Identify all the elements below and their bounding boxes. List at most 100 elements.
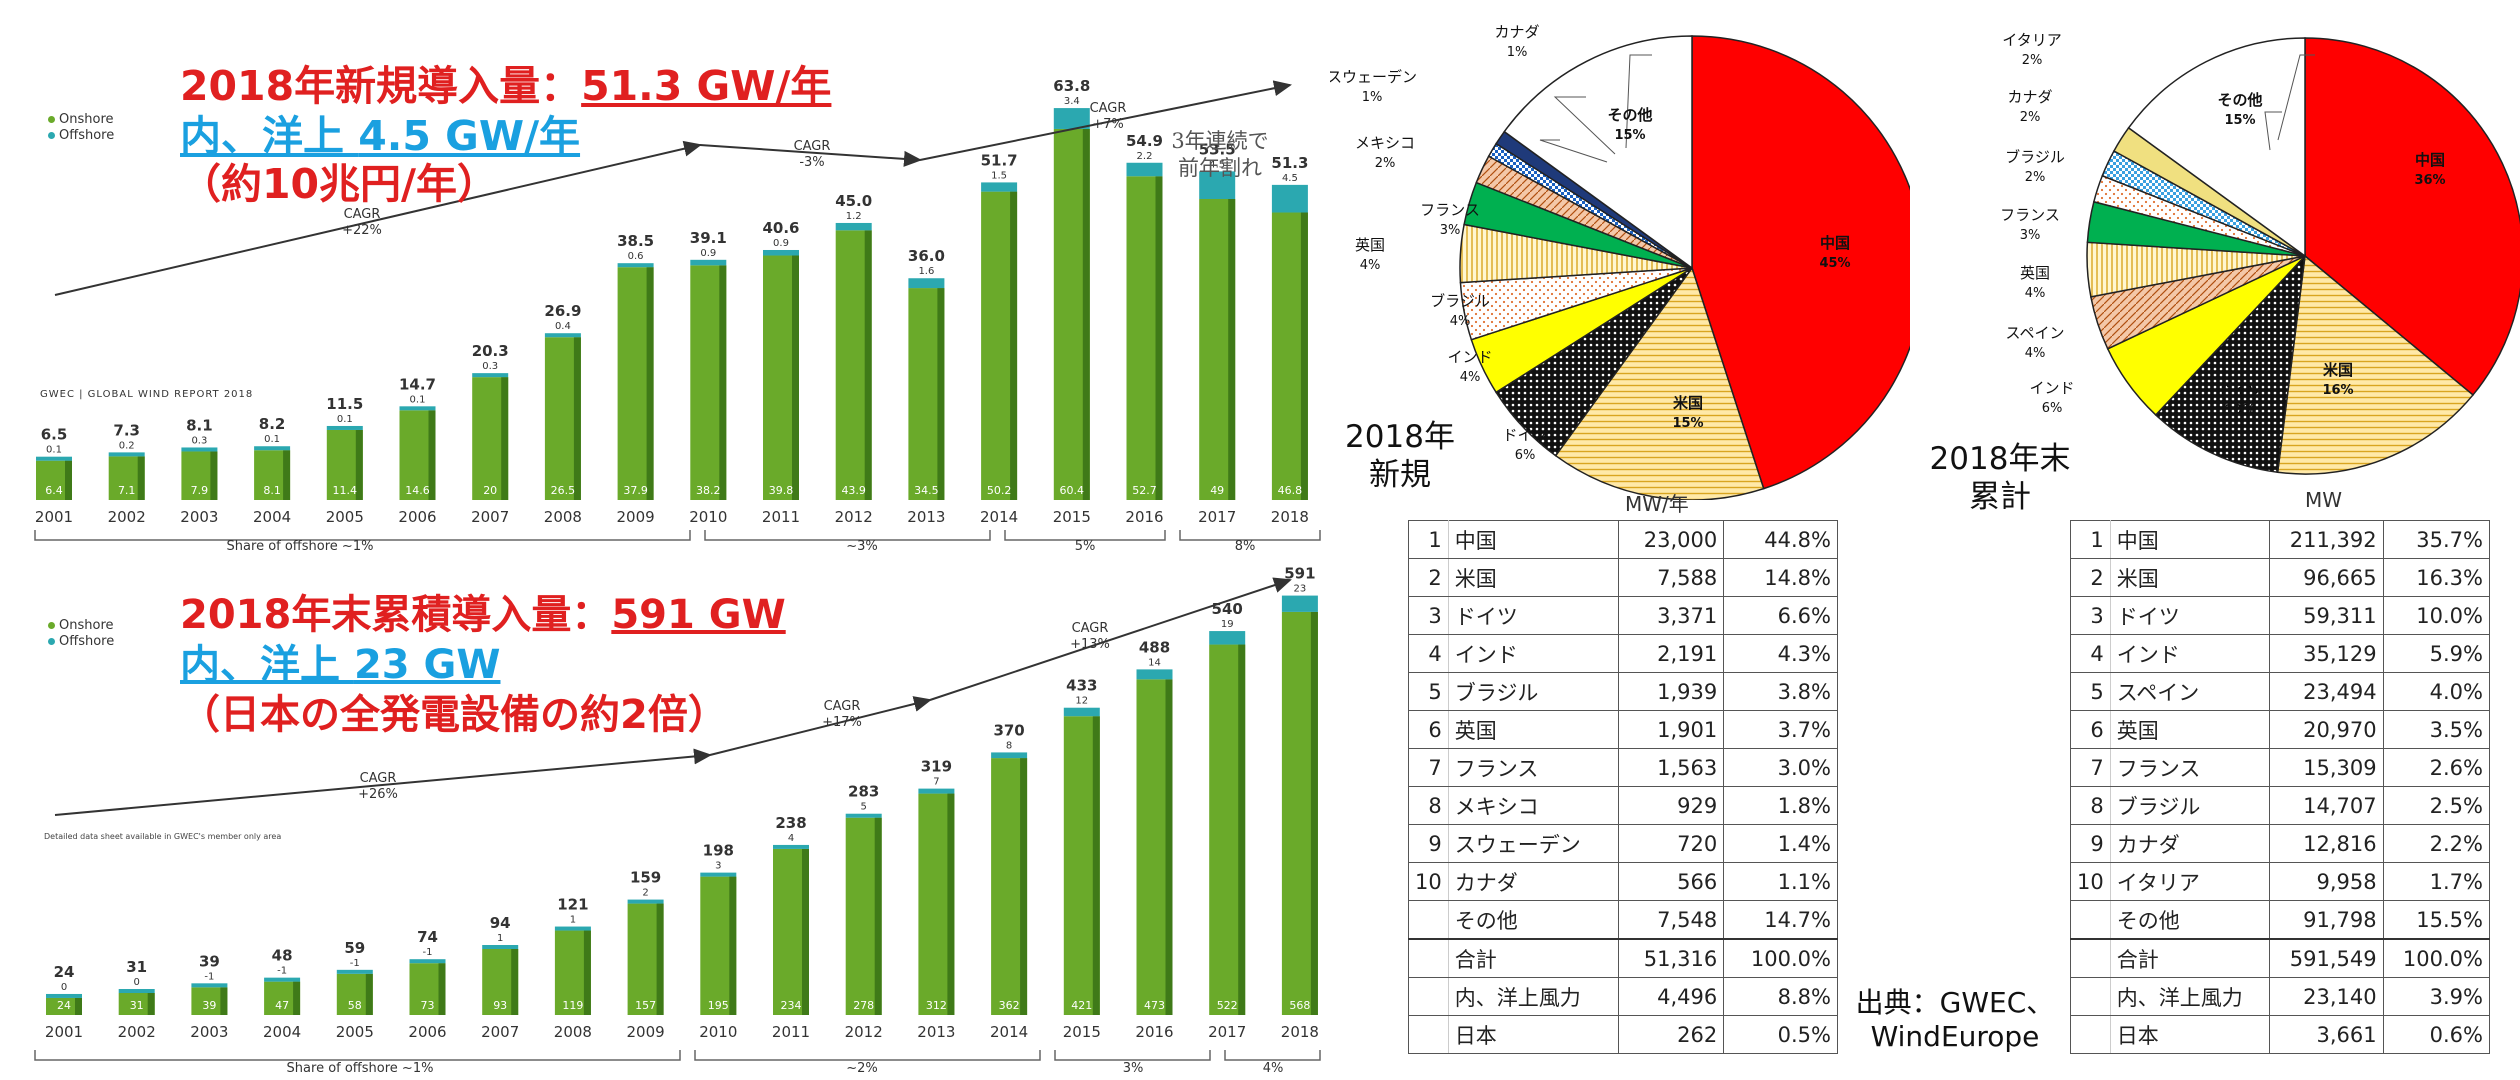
bar-side-shade xyxy=(365,973,373,1015)
cumulative-pie: 中国 36% 米国 16% ドイツ 10% インド 6% スペイン 4% 英国 4% フランス 3% ブラジ… xyxy=(2000,31,2520,475)
pie-slice xyxy=(2154,253,2307,474)
pie-slice-label: ドイツ xyxy=(1502,426,1547,444)
offshore-value-label: 0.3 xyxy=(482,361,498,372)
country-cell: カナダ xyxy=(2109,824,2270,863)
table-row: 内、洋上風力 4,496 8.8% xyxy=(1408,977,1838,1016)
country-cell: フランス xyxy=(1447,748,1619,787)
total-value-label: 11.5 xyxy=(326,395,363,413)
year-tick-label: 2002 xyxy=(118,1023,156,1041)
country-cell: 内、洋上風力 xyxy=(1447,977,1619,1016)
onshore-value-label: 46.8 xyxy=(1278,484,1303,497)
offshore-bar xyxy=(1271,184,1308,213)
rank-cell xyxy=(1408,900,1449,940)
cumulative-headline: 2018年末累積導入量：591 GW xyxy=(180,582,786,640)
country-cell: インド xyxy=(2109,634,2270,673)
cagr-label: CAGR xyxy=(1072,621,1109,636)
offshore-value-label: -1 xyxy=(350,958,360,969)
offshore-value-label: 1.6 xyxy=(918,266,934,277)
offshore-bar xyxy=(1063,707,1100,717)
pie-slice-label: イタリア xyxy=(2002,31,2061,49)
total-value-label: 31 xyxy=(126,958,147,976)
mw-cell: 96,665 xyxy=(2268,558,2384,597)
table-row: 3 ドイツ 59,311 10.0% xyxy=(2070,596,2491,635)
offshore-value-label: 0.9 xyxy=(773,238,789,249)
table-row: 7 フランス 1,563 3.0% xyxy=(1408,748,1838,787)
total-value-label: 26.9 xyxy=(544,302,581,320)
offshore-bar xyxy=(835,222,872,231)
offshore-value-label: 4.5 xyxy=(1282,173,1298,184)
offshore-value-label: 0.2 xyxy=(119,440,135,451)
pie-slice-value: 2% xyxy=(1375,156,1396,171)
onshore-bar xyxy=(46,997,82,1015)
bar-side-shade xyxy=(75,997,82,1015)
onshore-value-label: 234 xyxy=(781,999,802,1012)
onshore-value-label: 6.4 xyxy=(45,484,63,497)
rank-cell xyxy=(2070,977,2111,1016)
year-tick-label: 2008 xyxy=(554,1023,592,1041)
offshore-value-label: 7 xyxy=(933,777,939,788)
table-row: 10 カナダ 566 1.1% xyxy=(1408,862,1838,901)
year-tick-label: 2002 xyxy=(108,508,146,526)
offshore-value-label: 4 xyxy=(788,833,794,844)
pie-slice-value: 16% xyxy=(2322,383,2353,398)
rank-cell: 8 xyxy=(1408,786,1449,825)
cagr-trend-line xyxy=(919,80,1292,161)
offshore-value-label: 1.2 xyxy=(846,211,862,222)
pct-cell: 1.4% xyxy=(1723,824,1838,863)
year-tick-label: 2014 xyxy=(990,1023,1028,1041)
offshore-value-label: 0.9 xyxy=(700,248,716,259)
offshore-bar xyxy=(544,333,581,338)
mw-cell: 3,661 xyxy=(2268,1015,2384,1054)
bar-side-shade xyxy=(947,793,955,1015)
pie-slice-value: 45% xyxy=(1819,256,1850,271)
bar-side-shade xyxy=(355,429,363,500)
year-tick-label: 2018 xyxy=(1281,1023,1319,1041)
offshore-bar xyxy=(918,788,955,794)
offshore-bar xyxy=(108,452,145,457)
offshore-value-label: 0.1 xyxy=(410,394,426,405)
year-tick-label: 2001 xyxy=(45,1023,83,1041)
pct-cell: 6.6% xyxy=(1723,596,1838,635)
pie-slice-value: 4% xyxy=(1360,258,1381,273)
offshore-value-label: 0.1 xyxy=(46,445,62,456)
total-value-label: 39 xyxy=(199,952,220,970)
pie-slice-value: 3% xyxy=(1440,223,1461,238)
total-value-label: 48 xyxy=(272,947,293,965)
bar-side-shade xyxy=(874,817,882,1015)
onshore-value-label: 8.1 xyxy=(263,484,281,497)
pct-cell: 44.8% xyxy=(1723,520,1838,559)
table-row: 5 ブラジル 1,939 3.8% xyxy=(1408,672,1838,711)
offshore-bar xyxy=(627,899,664,904)
pie-slice-label: ブラジル xyxy=(2005,148,2065,166)
table-row: 7 フランス 15,309 2.6% xyxy=(2070,748,2491,787)
pct-cell: 4.0% xyxy=(2382,672,2491,711)
onshore-value-label: 278 xyxy=(853,999,874,1012)
mw-cell: 1,901 xyxy=(1617,710,1725,749)
pie-slice-value: 36% xyxy=(2414,173,2445,188)
onshore-value-label: 119 xyxy=(562,999,583,1012)
cagr-label: CAGR xyxy=(344,207,381,222)
total-value-label: 40.6 xyxy=(762,219,799,237)
new-ranking-table: 1 中国 23,000 44.8% 2 米国 7,588 14.8% 3 ドイツ 3,371 6.6%… xyxy=(1408,520,1838,1054)
year-tick-label: 2007 xyxy=(471,508,509,526)
year-tick-label: 2004 xyxy=(263,1023,301,1041)
cagr-label: CAGR xyxy=(360,771,397,786)
pie-slice xyxy=(1503,35,1693,270)
offshore-bar xyxy=(46,993,82,998)
offshore-value-label: 1.5 xyxy=(991,170,1007,181)
rank-cell: 10 xyxy=(1408,862,1449,901)
onshore-value-label: 11.4 xyxy=(333,484,358,497)
pct-cell: 8.8% xyxy=(1723,977,1838,1016)
bar-side-shade xyxy=(1010,191,1018,500)
pct-cell: 0.6% xyxy=(2382,1015,2491,1054)
pie-slice-label: 米国 xyxy=(2323,361,2353,379)
rank-cell xyxy=(1408,977,1449,1016)
onshore-value-label: 37.9 xyxy=(623,484,648,497)
new-pie-title: 2018年 新規 xyxy=(1345,419,1455,493)
onshore-value-label: 362 xyxy=(999,999,1020,1012)
rank-cell: 3 xyxy=(2070,596,2111,635)
total-value-label: 45.0 xyxy=(835,192,872,210)
rank-cell: 2 xyxy=(1408,558,1449,597)
onshore-bar xyxy=(118,993,155,1015)
onshore-value-label: 312 xyxy=(926,999,947,1012)
